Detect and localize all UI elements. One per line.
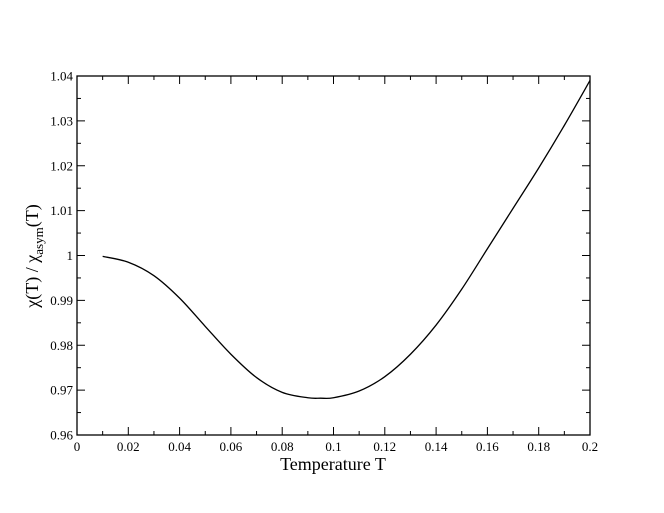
y-axis-ticks: 0.96 0.97 0.98 0.99 1 1.01 1.02 1.03 1.04	[50, 69, 590, 443]
y-axis-title-main: χ(T) / χ	[22, 255, 43, 309]
x-tick-label: 0.02	[117, 439, 140, 454]
series-line	[102, 80, 591, 400]
x-tick-label: 0.08	[271, 439, 294, 454]
x-tick-label: 0.18	[527, 439, 550, 454]
x-tick-label: 0.14	[425, 439, 448, 454]
x-tick-label: 0.06	[220, 439, 243, 454]
x-tick-label: 0.1	[325, 439, 341, 454]
y-tick-label: 0.97	[50, 383, 73, 398]
x-axis-ticks: 0 0.02 0.04 0.06 0.08 0.1 0.12 0.14 0.16 0.18 0.2	[74, 76, 598, 454]
y-tick-label: 0.99	[50, 293, 73, 308]
x-tick-label: 0.2	[582, 439, 598, 454]
x-tick-label: 0	[74, 439, 81, 454]
x-axis-title: Temperature T	[280, 454, 386, 474]
y-tick-label: 0.98	[50, 338, 73, 353]
y-tick-label: 1.04	[50, 69, 73, 84]
y-axis-title-suffix: (T)	[22, 204, 43, 227]
plot-frame	[76, 75, 591, 436]
x-tick-label: 0.16	[476, 439, 499, 454]
x-tick-label: 0.04	[168, 439, 191, 454]
y-tick-label: 0.96	[50, 428, 73, 443]
x-tick-label: 0.12	[373, 439, 396, 454]
y-axis-title: χ(T) / χasym(T)	[22, 204, 46, 308]
y-tick-label: 1.02	[50, 158, 73, 173]
y-tick-label: 1	[67, 248, 74, 263]
y-tick-label: 1.01	[50, 203, 73, 218]
y-tick-label: 1.03	[50, 113, 73, 128]
y-axis-title-subscript: asym	[31, 227, 46, 254]
